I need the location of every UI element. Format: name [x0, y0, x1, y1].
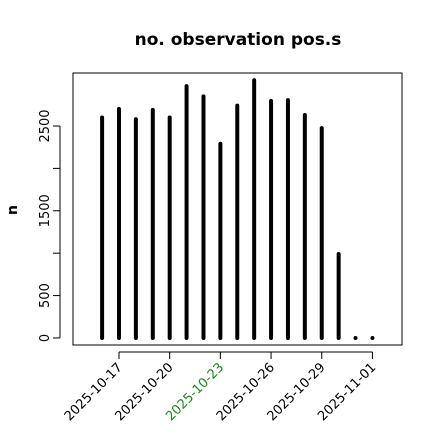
y-tick-label: 500: [38, 283, 53, 308]
y-tick-label: 2500: [38, 109, 53, 142]
chart-title: no. observation pos.s: [135, 30, 342, 50]
y-tick-label: 0: [38, 334, 53, 342]
plot-frame: [72, 72, 403, 346]
y-axis-label: n: [5, 205, 21, 215]
y-tick-label: 1500: [38, 194, 53, 227]
